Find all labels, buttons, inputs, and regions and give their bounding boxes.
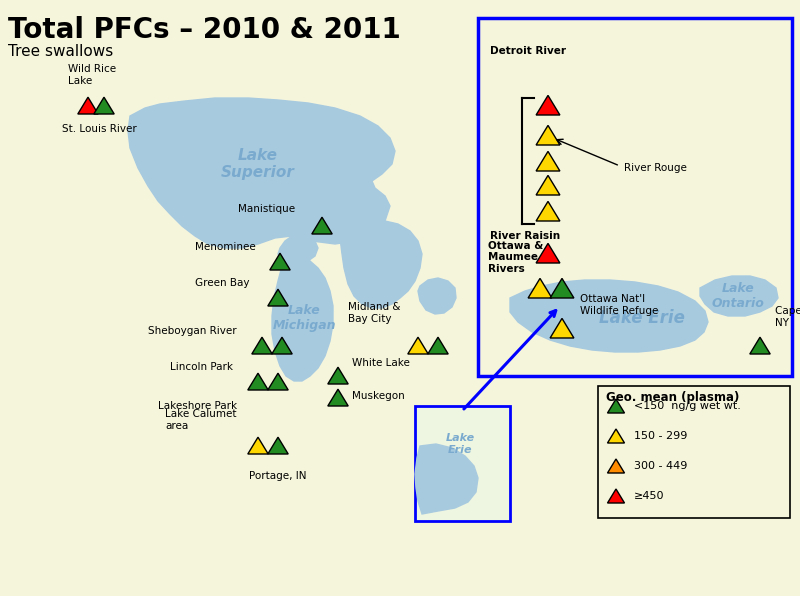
Text: Midland &
Bay City: Midland & Bay City <box>348 302 401 324</box>
Polygon shape <box>268 437 288 454</box>
Text: Green Bay: Green Bay <box>195 278 250 288</box>
Bar <box>598 386 790 518</box>
Polygon shape <box>607 399 625 413</box>
Polygon shape <box>408 337 428 354</box>
Text: Detroit River: Detroit River <box>490 46 566 56</box>
Bar <box>415 406 510 521</box>
Polygon shape <box>128 98 395 248</box>
Polygon shape <box>418 278 456 314</box>
Polygon shape <box>550 278 574 298</box>
Text: Lake
Superior: Lake Superior <box>221 148 295 180</box>
Polygon shape <box>78 97 98 114</box>
Text: Lake Calumet
area: Lake Calumet area <box>165 409 237 431</box>
Polygon shape <box>536 243 560 263</box>
Text: White Lake: White Lake <box>352 358 410 368</box>
Text: 300 - 449: 300 - 449 <box>634 461 687 471</box>
Polygon shape <box>268 373 288 390</box>
Polygon shape <box>510 280 708 352</box>
Text: Portage, IN: Portage, IN <box>250 471 306 481</box>
Text: <150  ng/g wet wt.: <150 ng/g wet wt. <box>634 401 741 411</box>
Polygon shape <box>607 459 625 473</box>
Text: Menominee: Menominee <box>195 242 256 252</box>
Polygon shape <box>536 175 560 195</box>
Polygon shape <box>270 253 290 270</box>
Polygon shape <box>248 373 268 390</box>
Text: Total PFCs – 2010 & 2011: Total PFCs – 2010 & 2011 <box>8 16 401 44</box>
Text: Lake
Michigan: Lake Michigan <box>272 304 336 332</box>
Polygon shape <box>328 367 348 384</box>
Text: Muskegon: Muskegon <box>352 391 405 401</box>
Text: Manistique: Manistique <box>238 204 295 214</box>
Text: Sheboygan River: Sheboygan River <box>148 326 237 336</box>
Text: Tree swallows: Tree swallows <box>8 44 114 59</box>
Polygon shape <box>536 95 560 115</box>
Polygon shape <box>328 389 348 406</box>
Polygon shape <box>700 276 778 316</box>
Polygon shape <box>278 234 318 264</box>
Polygon shape <box>528 278 552 298</box>
Polygon shape <box>536 125 560 145</box>
Polygon shape <box>536 201 560 221</box>
Polygon shape <box>415 444 478 514</box>
Text: Lake
Ontario: Lake Ontario <box>711 282 765 310</box>
Text: St. Louis River: St. Louis River <box>62 124 137 134</box>
Polygon shape <box>272 337 292 354</box>
Text: River Rouge: River Rouge <box>624 163 687 173</box>
Text: Ottawa Nat'l
Wildlife Refuge: Ottawa Nat'l Wildlife Refuge <box>580 294 658 316</box>
Text: Lake Erie: Lake Erie <box>599 309 685 327</box>
Text: 150 - 299: 150 - 299 <box>634 431 687 441</box>
Polygon shape <box>607 429 625 443</box>
Bar <box>478 18 792 376</box>
Polygon shape <box>750 337 770 354</box>
Polygon shape <box>272 248 333 381</box>
Polygon shape <box>428 337 448 354</box>
Polygon shape <box>312 217 332 234</box>
Text: ≥450: ≥450 <box>634 491 665 501</box>
Polygon shape <box>550 318 574 338</box>
Polygon shape <box>94 97 114 114</box>
Polygon shape <box>252 337 272 354</box>
Text: Lake
Erie: Lake Erie <box>446 433 474 455</box>
Text: Lincoln Park: Lincoln Park <box>170 362 233 372</box>
Text: Geo. mean (plasma): Geo. mean (plasma) <box>606 391 739 404</box>
Text: Wild Rice
Lake: Wild Rice Lake <box>68 64 116 86</box>
Polygon shape <box>248 437 268 454</box>
Polygon shape <box>607 489 625 503</box>
Text: Ottawa &
Maumee
Rivers: Ottawa & Maumee Rivers <box>488 241 543 274</box>
Text: Cape Vincent,
NY: Cape Vincent, NY <box>775 306 800 328</box>
Polygon shape <box>340 221 422 308</box>
Polygon shape <box>268 289 288 306</box>
Text: River Raisin: River Raisin <box>490 231 560 241</box>
Polygon shape <box>536 151 560 171</box>
Text: Lakeshore Park: Lakeshore Park <box>158 401 237 411</box>
